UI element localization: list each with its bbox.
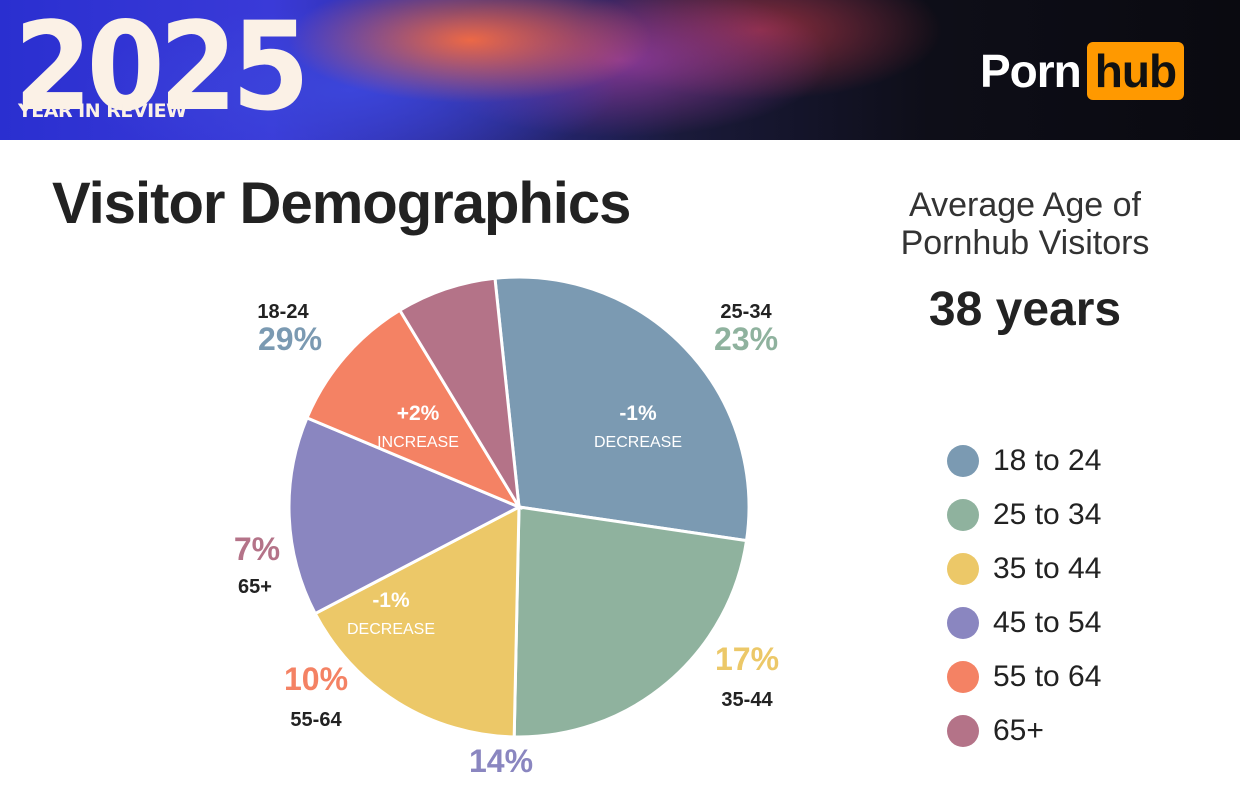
value-label-65+: 7%	[234, 531, 280, 567]
value-label-18-24: 29%	[258, 321, 322, 357]
change-value-25-34: -1%	[619, 402, 657, 425]
pie-slice-55-64	[305, 308, 523, 511]
pie-slice-35-44	[313, 504, 521, 739]
legend-item: 55 to 64	[947, 650, 1101, 704]
legend-swatch	[947, 661, 979, 693]
legend-label: 35 to 44	[993, 552, 1102, 585]
change-value-18-24: +2%	[397, 402, 440, 425]
pornhub-logo: Porn hub	[980, 42, 1185, 100]
category-label-25-34: 25-34	[720, 301, 772, 323]
legend-label: 55 to 64	[993, 660, 1102, 693]
year-in-review-label: YEAR IN REVIEW	[18, 100, 187, 122]
legend-label: 65+	[993, 714, 1044, 747]
legend-swatch	[947, 445, 979, 477]
legend-swatch	[947, 553, 979, 585]
legend-item: 45 to 54	[947, 596, 1101, 650]
value-label-35-44: 17%	[715, 641, 779, 677]
chart-legend: 18 to 24 25 to 34 35 to 44 45 to 54 55 to 64…	[947, 434, 1101, 758]
legend-item: 35 to 44	[947, 542, 1101, 596]
page-title: Visitor Demographics	[52, 171, 631, 236]
legend-swatch	[947, 499, 979, 531]
average-age-label: Average Age of Pornhub Visitors	[900, 186, 1150, 262]
change-label-25-34: DECREASE	[594, 434, 682, 451]
change-value-55-64: -1%	[372, 589, 410, 612]
pie-slice-65+	[397, 276, 521, 508]
legend-item: 18 to 24	[947, 434, 1101, 488]
category-label-65+: 65+	[238, 576, 272, 598]
change-label-18-24: INCREASE	[377, 434, 459, 451]
pie-slice-25-34	[512, 505, 749, 739]
category-label-35-44: 35-44	[721, 689, 773, 711]
average-age-value: 38 years	[928, 283, 1122, 336]
legend-swatch	[947, 715, 979, 747]
logo-text-part1: Porn	[980, 45, 1082, 97]
pie-slice-18-24	[493, 275, 751, 543]
legend-swatch	[947, 607, 979, 639]
change-label-55-64: DECREASE	[347, 621, 435, 638]
legend-item: 25 to 34	[947, 488, 1101, 542]
category-label-55-64: 55-64	[290, 709, 342, 731]
header-banner: 2025 YEAR IN REVIEW Porn hub	[0, 0, 1240, 140]
value-label-55-64: 10%	[284, 661, 348, 697]
legend-label: 25 to 34	[993, 498, 1102, 531]
year-heading: 2025	[14, 0, 310, 138]
legend-item: 65+	[947, 704, 1101, 758]
value-label-45-54: 14%	[469, 743, 533, 779]
pie-slice-45-54	[287, 415, 523, 616]
legend-label: 18 to 24	[993, 444, 1102, 477]
category-label-18-24: 18-24	[257, 301, 309, 323]
legend-label: 45 to 54	[993, 606, 1102, 639]
value-label-25-34: 23%	[714, 321, 778, 357]
logo-text-part2: hub	[1086, 42, 1185, 100]
